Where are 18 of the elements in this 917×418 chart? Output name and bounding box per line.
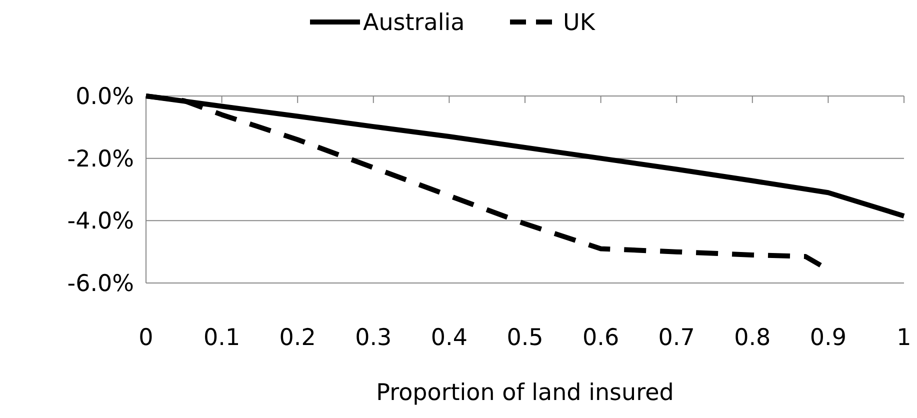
x-tick-label: 0.5 (506, 325, 544, 351)
y-tick-label: -2.0% (67, 146, 134, 172)
y-tick-label: -4.0% (67, 208, 134, 235)
x-tick-label: 0.8 (734, 325, 771, 351)
x-tick-label: 0.1 (204, 325, 240, 351)
x-tick-label: 0.2 (279, 325, 316, 351)
x-tick-label: 0.4 (430, 325, 468, 351)
legend-label: UK (563, 10, 596, 36)
y-tick-label: 0.0% (76, 84, 134, 110)
x-tick-label: 1 (896, 325, 912, 351)
x-tick-label: 0.9 (810, 325, 846, 351)
y-tick-label: -6.0% (67, 271, 134, 298)
x-tick-label: 0.6 (582, 325, 620, 351)
x-tick-label: 0.7 (658, 325, 695, 351)
x-tick-label: 0.3 (355, 325, 392, 351)
x-axis-title: Proportion of land insured (376, 380, 674, 406)
legend-label: Australia (363, 10, 465, 36)
x-tick-label: 0 (138, 325, 154, 351)
